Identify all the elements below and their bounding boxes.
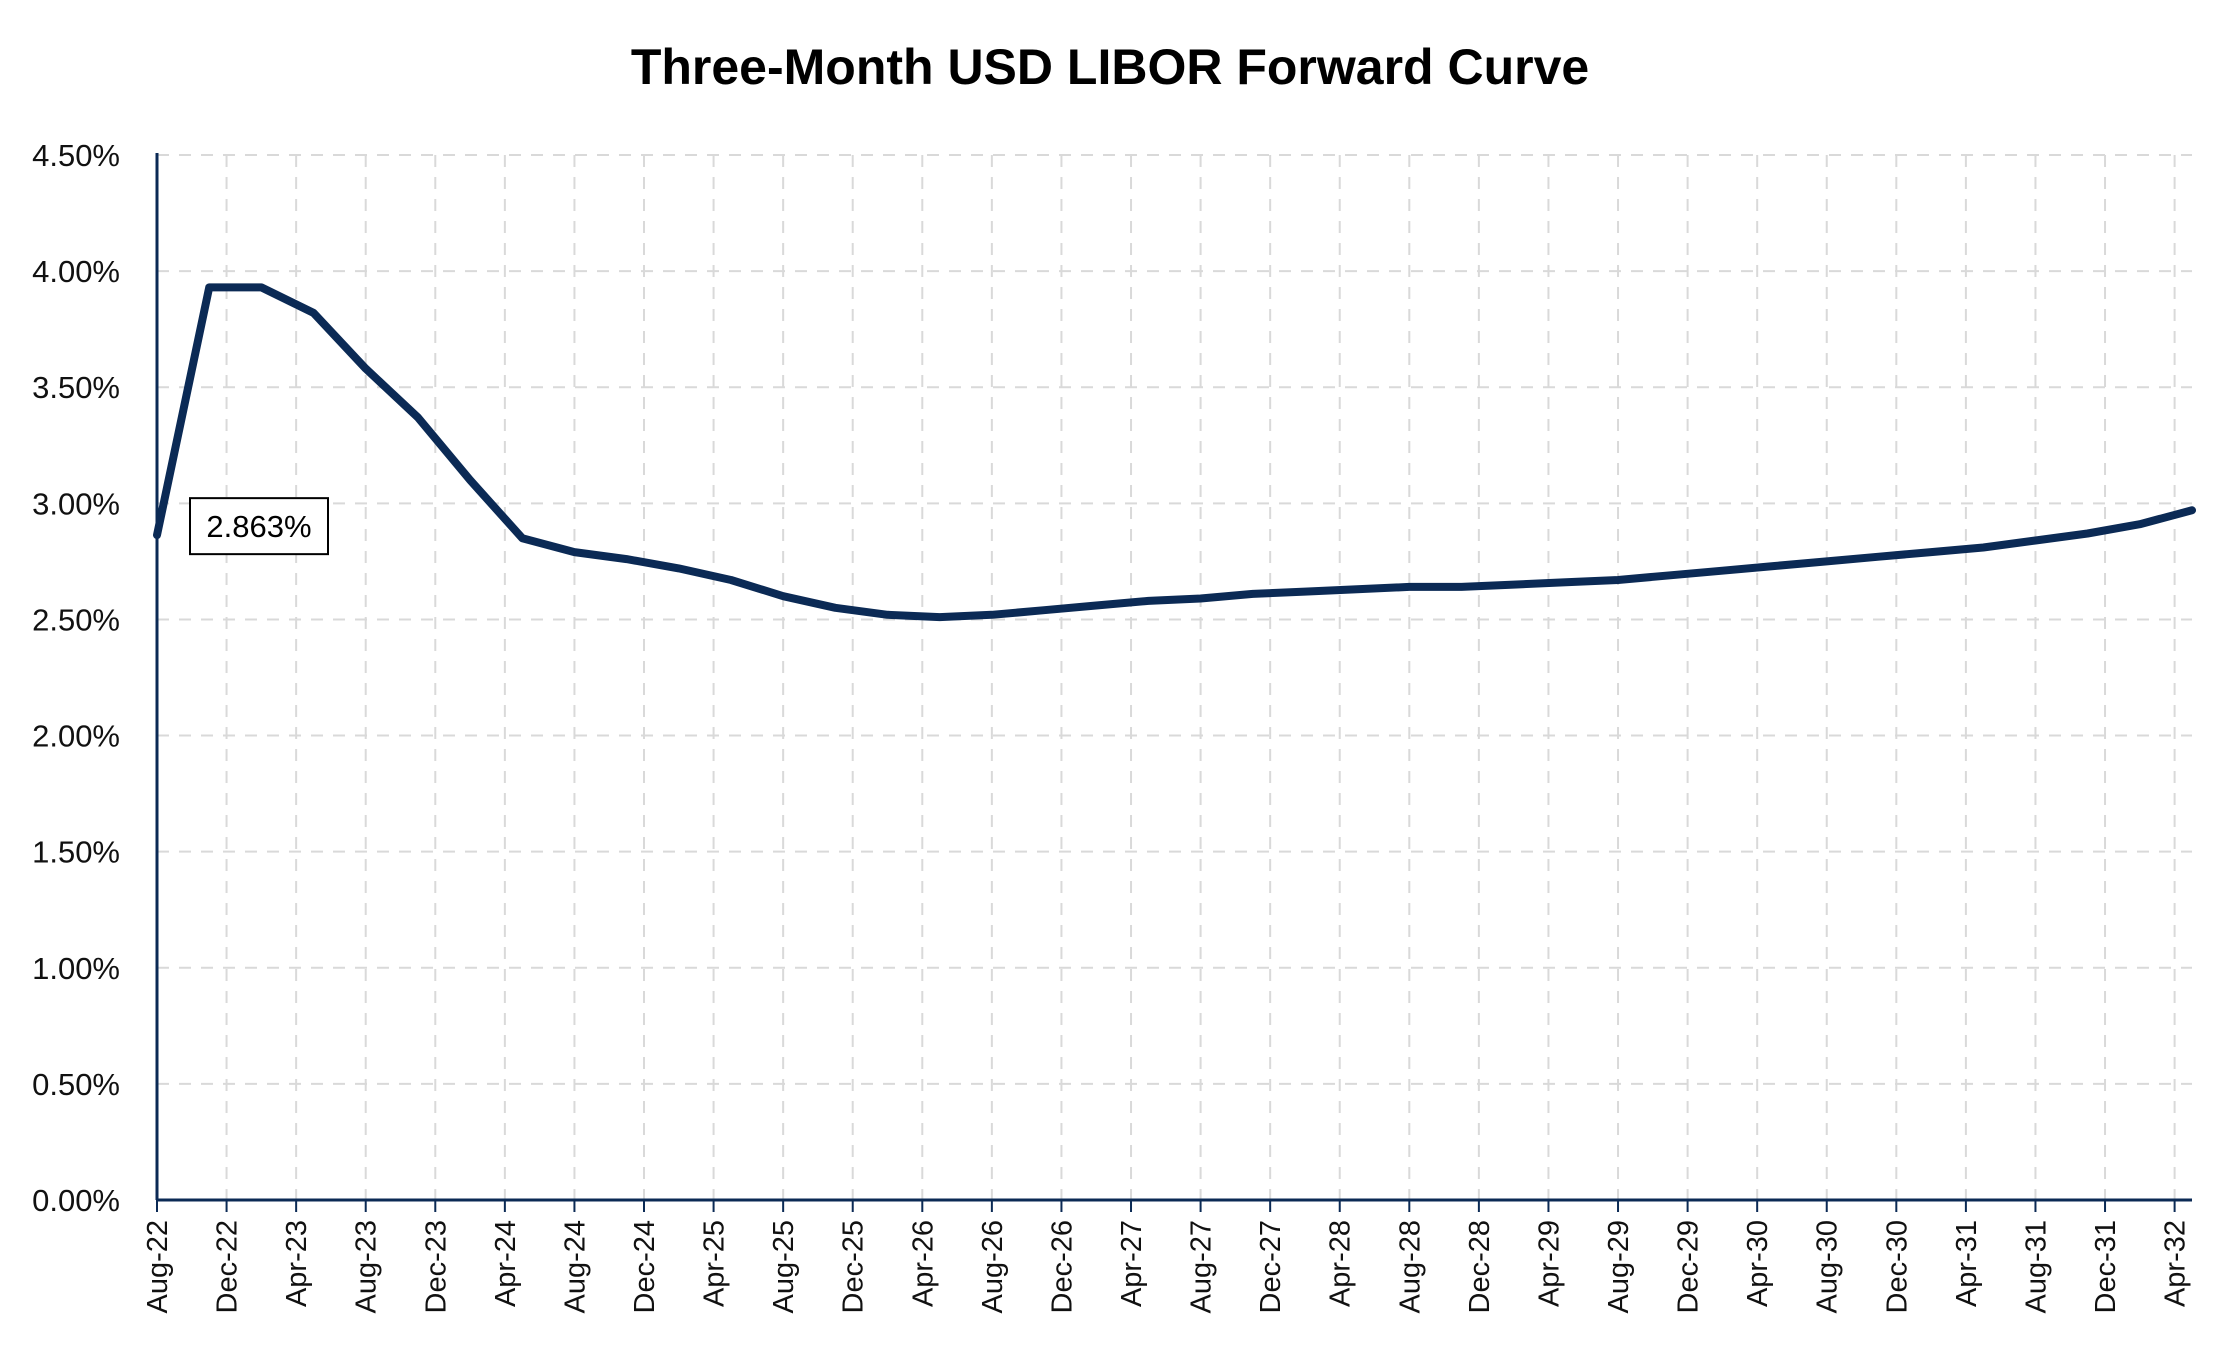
x-tick-label: Dec-31 [2090, 1220, 2122, 1314]
x-tick-label: Aug-30 [1812, 1220, 1844, 1314]
x-tick-labels: Aug-22 Dec-22 Apr-23 Aug-23 Dec-23 Apr-24 Aug-… [142, 1220, 2192, 1314]
x-tick-label: Apr-24 [490, 1220, 522, 1307]
series-layer [153, 283, 2196, 622]
y-tick-label: 3.00% [32, 486, 120, 521]
x-tick-label: Apr-28 [1325, 1220, 1357, 1307]
y-tick-label: 1.00% [32, 951, 120, 986]
axes [155, 153, 2192, 1212]
x-tick-label: Apr-31 [1951, 1220, 1983, 1307]
y-tick-label: 4.50% [32, 138, 120, 173]
x-tick-label: Dec-23 [420, 1220, 452, 1314]
annotation-layer: 2.863% [189, 497, 329, 556]
x-tick-label: Aug-27 [1186, 1220, 1218, 1314]
x-tick-label: Apr-25 [699, 1220, 731, 1307]
x-tick-label: Apr-30 [1742, 1220, 1774, 1307]
y-tick-label: 1.50% [32, 835, 120, 870]
gridlines [156, 154, 2192, 1200]
x-tick-label: Aug-31 [2020, 1220, 2052, 1314]
x-tick-label: Dec-22 [212, 1220, 244, 1314]
x-tick-label: Dec-26 [1046, 1220, 1078, 1314]
x-tick-label: Apr-23 [281, 1220, 313, 1307]
data-label-box [189, 497, 329, 556]
x-tick-label: Aug-26 [977, 1220, 1009, 1314]
y-tick-label: 3.50% [32, 370, 120, 405]
x-tick-label: Apr-26 [907, 1220, 939, 1307]
x-tick-label: Apr-27 [1116, 1220, 1148, 1307]
x-tick-label: Apr-29 [1533, 1220, 1565, 1307]
x-tick-label: Dec-30 [1881, 1220, 1913, 1314]
x-tick-label: Aug-22 [142, 1220, 174, 1314]
y-tick-label: 2.00% [32, 719, 120, 754]
y-tick-label: 0.50% [32, 1067, 120, 1102]
y-tick-label: 2.50% [32, 602, 120, 637]
x-tick-label: Dec-24 [629, 1220, 661, 1314]
y-tick-label: 0.00% [32, 1183, 120, 1218]
data-label: 2.863% [206, 509, 311, 544]
y-tick-label: 4.00% [32, 254, 120, 289]
x-tick-label: Dec-27 [1255, 1220, 1287, 1314]
y-tick-labels: 0.00% 0.50% 1.00% 1.50% 2.00% 2.50% 3.00% 3.50%… [32, 138, 120, 1218]
chart-title: Three-Month USD LIBOR Forward Curve [630, 39, 1590, 95]
x-tick-label: Dec-28 [1464, 1220, 1496, 1314]
x-tick-label: Dec-25 [838, 1220, 870, 1314]
forward-curve-line [153, 283, 2196, 622]
x-tick-label: Aug-28 [1394, 1220, 1426, 1314]
x-tick-label: Aug-24 [559, 1220, 591, 1314]
x-tick-label: Apr-32 [2160, 1220, 2192, 1307]
x-tick-label: Aug-29 [1603, 1220, 1635, 1314]
x-tick-label: Aug-23 [351, 1220, 383, 1314]
x-tick-label: Dec-29 [1673, 1220, 1705, 1314]
x-tick-label: Aug-25 [768, 1220, 800, 1314]
